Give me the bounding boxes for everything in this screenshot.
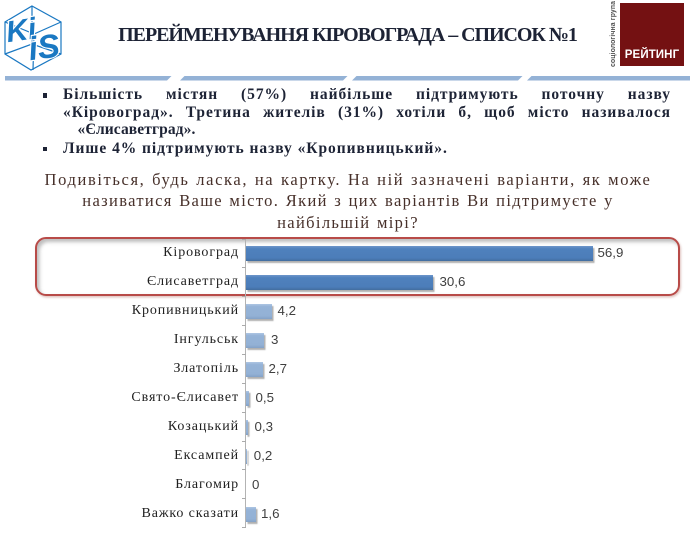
svg-text:Ki: Ki <box>4 12 39 49</box>
svg-text:iS: iS <box>26 26 62 67</box>
